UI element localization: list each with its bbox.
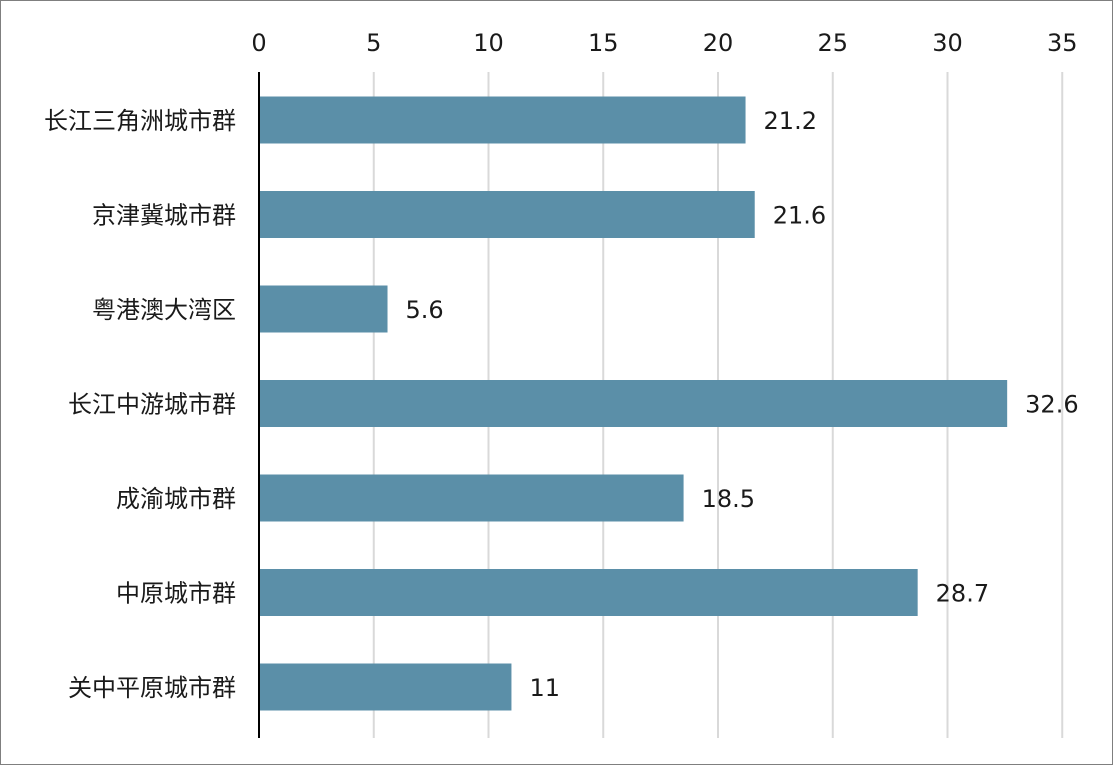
bar [259,474,684,522]
x-tick-label: 35 [1047,29,1078,57]
category-label: 长江中游城市群 [68,391,236,419]
data-label: 32.6 [1025,391,1078,419]
data-label: 18.5 [702,485,755,513]
x-tick-label: 20 [703,29,734,57]
category-label: 粤港澳大湾区 [92,296,236,324]
x-tick-label: 25 [817,29,848,57]
category-label: 成渝城市群 [116,485,236,513]
data-label: 28.7 [936,580,989,608]
data-label: 21.2 [764,107,817,135]
category-label: 关中平原城市群 [68,674,236,702]
value-labels: 21.2 21.6 5.6 32.6 18.5 28.7 11 [406,107,1079,702]
bar [259,96,746,144]
bars [259,96,1008,711]
bar [259,569,918,616]
x-tick-label: 30 [932,29,963,57]
bar [259,191,755,238]
x-tick-label: 10 [473,29,504,57]
x-tick-label: 0 [251,29,266,57]
x-axis-ticks: 0 5 10 15 20 25 30 35 [251,29,1077,57]
category-labels: 长江三角洲城市群京津冀城市群粤港澳大湾区长江中游城市群成渝城市群中原城市群关中平… [44,107,236,702]
bar [259,285,388,333]
category-label: 京津冀城市群 [92,202,236,230]
data-label: 11 [529,674,560,702]
bar [259,380,1008,427]
category-label: 长江三角洲城市群 [44,107,236,135]
category-label: 中原城市群 [116,580,236,608]
x-tick-label: 15 [588,29,619,57]
data-label: 5.6 [406,296,444,324]
bar [259,663,512,711]
x-tick-label: 5 [366,29,381,57]
data-label: 21.6 [773,202,826,230]
